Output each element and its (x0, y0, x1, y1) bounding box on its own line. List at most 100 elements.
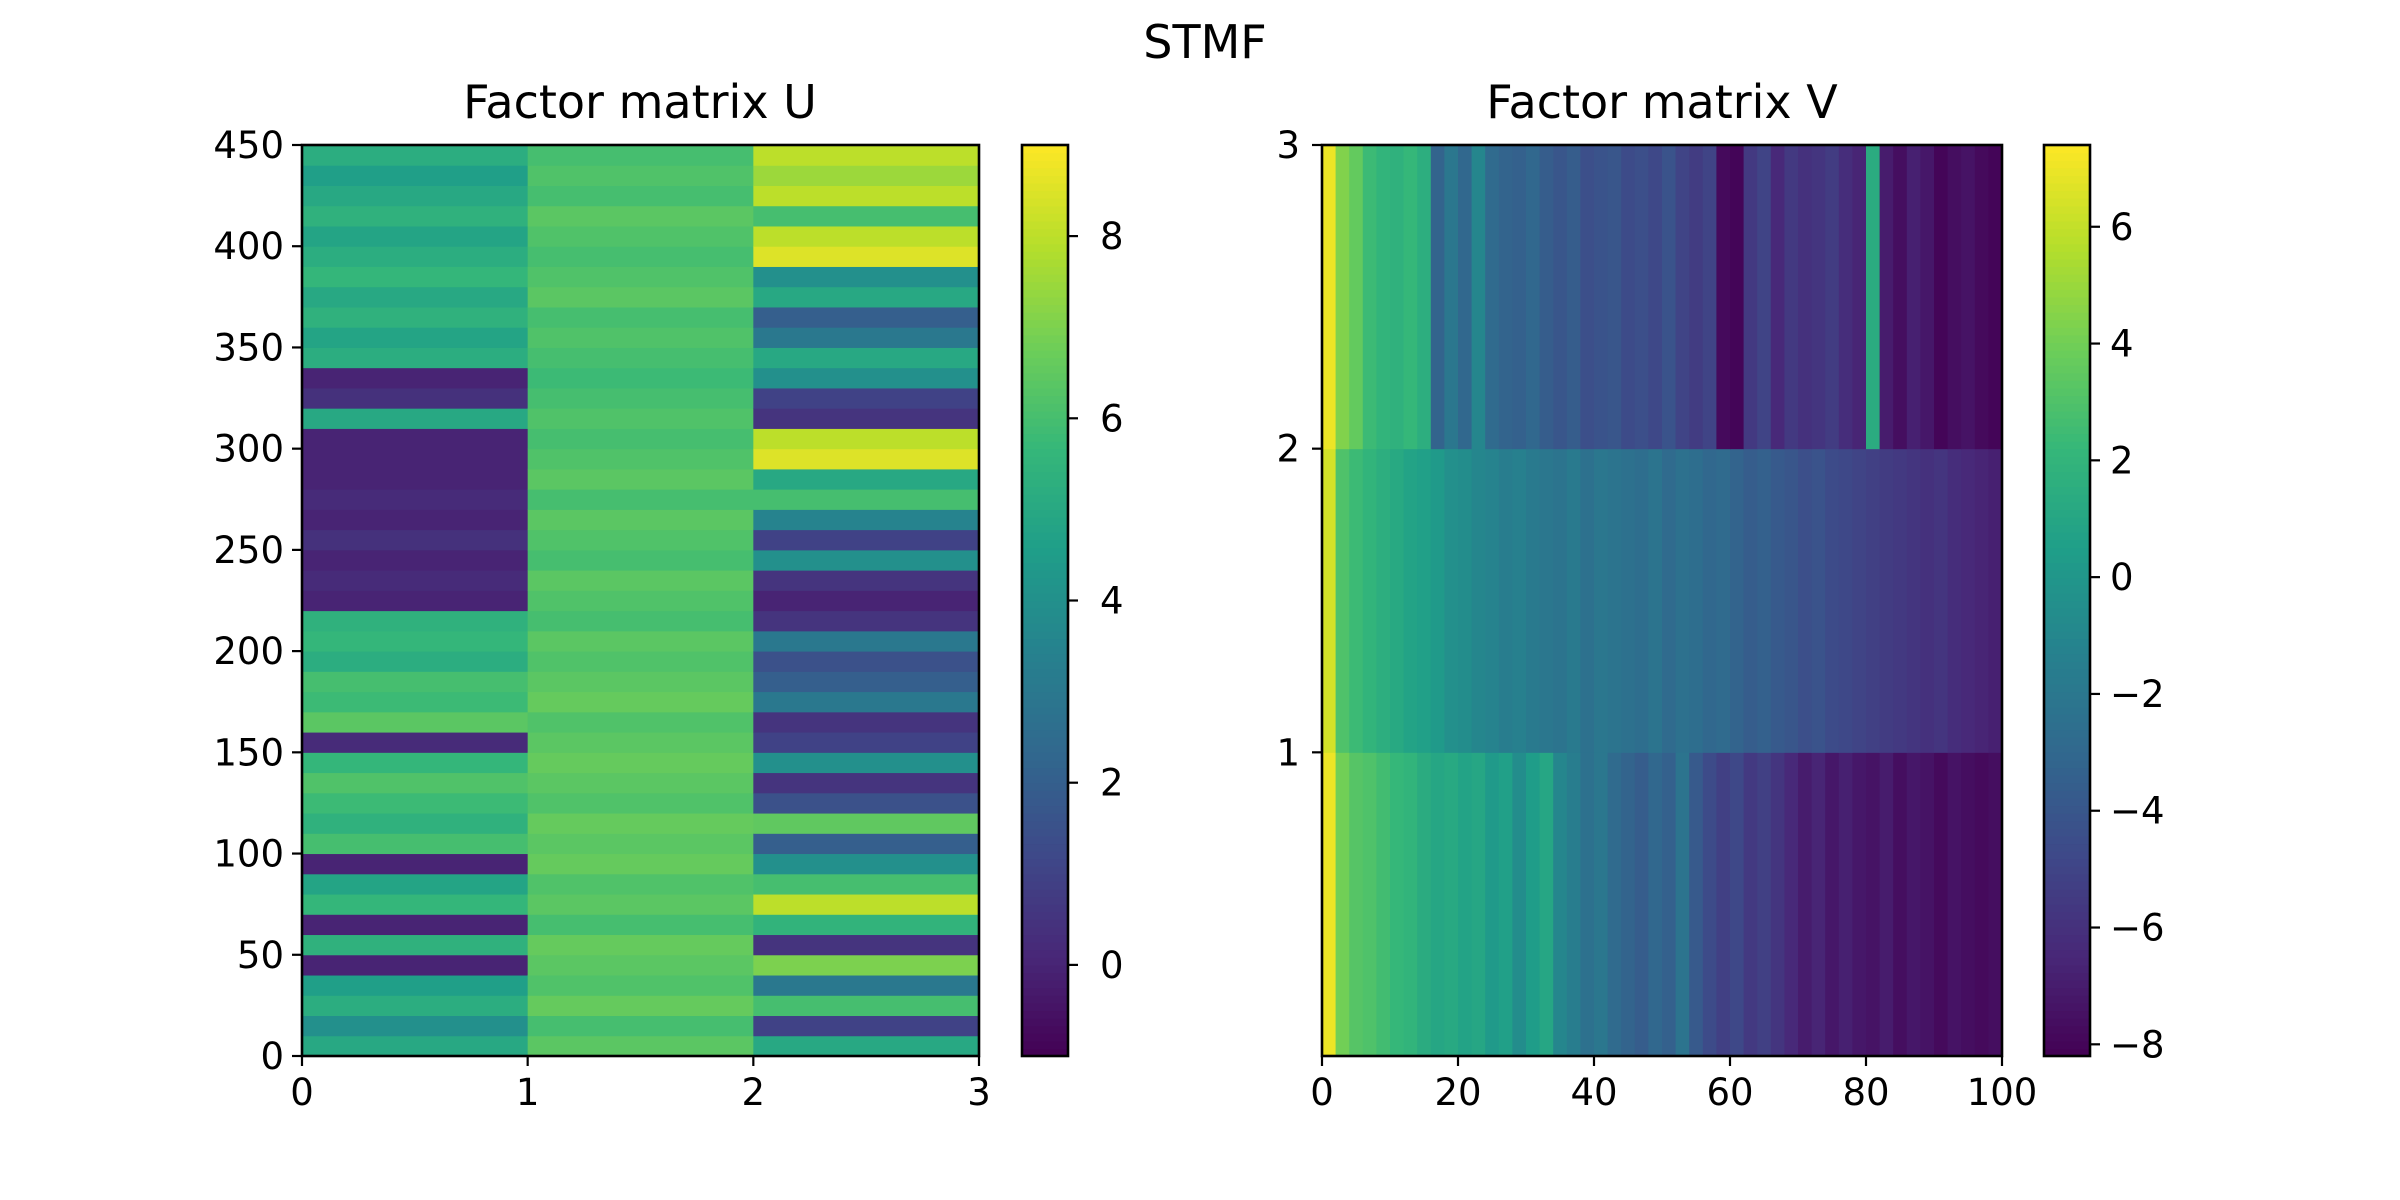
heatmap-cell (302, 772, 529, 794)
heatmap-cell (1811, 752, 1826, 1057)
colorbar-segment (1022, 949, 1068, 958)
heatmap-cell (1906, 448, 1921, 753)
colorbar-segment (2044, 167, 2090, 176)
heatmap-cell (1852, 145, 1867, 450)
colorbar-segment (2044, 486, 2090, 495)
y-tick-label: 50 (237, 934, 284, 977)
heatmap-cell (527, 1015, 754, 1037)
heatmap-cell (1757, 752, 1772, 1057)
heatmap-cell (302, 509, 529, 531)
heatmap-cell (1784, 145, 1799, 450)
colorbar-segment (2044, 365, 2090, 374)
colorbar-segment (2044, 198, 2090, 207)
colorbar-segment (1022, 684, 1068, 693)
heatmap-cell (527, 448, 754, 470)
heatmap-cell (1417, 752, 1432, 1057)
heatmap-cell (527, 185, 754, 207)
y-tick-label: 100 (213, 833, 284, 876)
colorbar-segment (2044, 623, 2090, 632)
colorbar-segment (2044, 615, 2090, 624)
heatmap-cell (302, 610, 529, 632)
heatmap-cell (1811, 145, 1826, 450)
heatmap-cell (1403, 145, 1418, 450)
colorbar-segment (2044, 433, 2090, 442)
heatmap-cell (527, 387, 754, 409)
y-tick-label: 400 (213, 225, 284, 268)
colorbar-tick-label: 0 (1100, 944, 1124, 987)
heatmap-cell (527, 428, 754, 450)
colorbar-segment (2044, 729, 2090, 738)
heatmap-cell (1866, 145, 1881, 450)
colorbar-segment (1022, 775, 1068, 784)
colorbar-segment (2044, 456, 2090, 465)
colorbar-segment (2044, 349, 2090, 359)
heatmap-cell (1662, 448, 1677, 753)
colorbar-segment (1022, 721, 1068, 731)
heatmap-cell (1390, 752, 1405, 1057)
y-tick-label: 0 (260, 1035, 284, 1078)
heatmap-cell (1988, 145, 2003, 450)
colorbar-segment (2044, 1018, 2090, 1027)
x-tick-label: 2 (742, 1071, 766, 1114)
heatmap-cell (302, 306, 529, 328)
colorbar-segment (1022, 145, 1068, 154)
heatmap-cell (527, 610, 754, 632)
heatmap-cell (1689, 145, 1704, 450)
colorbar-segment (2044, 471, 2090, 480)
colorbar-segment (2044, 790, 2090, 799)
heatmap-cell (1458, 145, 1473, 450)
colorbar-segment (2044, 387, 2090, 397)
x-tick-label: 0 (1310, 1071, 1334, 1114)
colorbar-frame (2042, 143, 2092, 1058)
heatmap-cell (1526, 752, 1541, 1057)
colorbar-segment (1022, 1025, 1068, 1034)
heatmap-cell (1974, 752, 1989, 1057)
colorbar-segment (2044, 380, 2090, 389)
colorbar-segment (2044, 410, 2090, 419)
heatmap-cell (1621, 752, 1636, 1057)
heatmap-cell (1621, 448, 1636, 753)
heatmap-cell (527, 732, 754, 753)
colorbar-segment (2044, 805, 2090, 814)
heatmap-cell (302, 651, 529, 672)
heatmap-cell (1811, 448, 1826, 753)
heatmap-cell (527, 408, 754, 429)
colorbar-segment (1022, 274, 1068, 283)
heatmap-cell (302, 954, 529, 976)
heatmap-cell (1920, 752, 1935, 1057)
x-tick-label: 3 (967, 1071, 991, 1114)
heatmap-cell (302, 286, 529, 308)
y-tick-label: 1 (1276, 731, 1300, 774)
colorbar-segment (1022, 182, 1068, 192)
colorbar-segment (2044, 630, 2090, 640)
colorbar-segment (1022, 289, 1068, 298)
colorbar-segment (1022, 228, 1068, 237)
colorbar-segment (2044, 539, 2090, 548)
colorbar-segment (1022, 873, 1068, 882)
colorbar-segment (2044, 213, 2090, 222)
colorbar-segment (2044, 228, 2090, 237)
colorbar-tick-label: 0 (2110, 556, 2134, 599)
heatmap-cell (753, 225, 980, 247)
colorbar-segment (1022, 387, 1068, 397)
heatmap-cell (1322, 752, 1337, 1057)
heatmap-cell (302, 691, 529, 713)
heatmap-cell (1349, 448, 1364, 753)
colorbar-segment (1022, 1040, 1068, 1050)
colorbar-segment (1022, 190, 1068, 199)
heatmap-cell (302, 995, 529, 1017)
heatmap-cell (1702, 145, 1717, 450)
heatmap-cell (753, 205, 980, 227)
heatmap-cell (527, 570, 754, 591)
colorbar-segment (1022, 630, 1068, 640)
colorbar-segment (2044, 942, 2090, 951)
heatmap-cell (1893, 752, 1908, 1057)
colorbar-segment (2044, 987, 2090, 996)
colorbar-tick-label: 4 (2110, 323, 2134, 366)
heatmap-cell (527, 975, 754, 996)
heatmap-cell (1580, 752, 1595, 1057)
colorbar-segment (1022, 934, 1068, 943)
colorbar-segment (1022, 592, 1068, 602)
heatmap-cell (527, 165, 754, 186)
